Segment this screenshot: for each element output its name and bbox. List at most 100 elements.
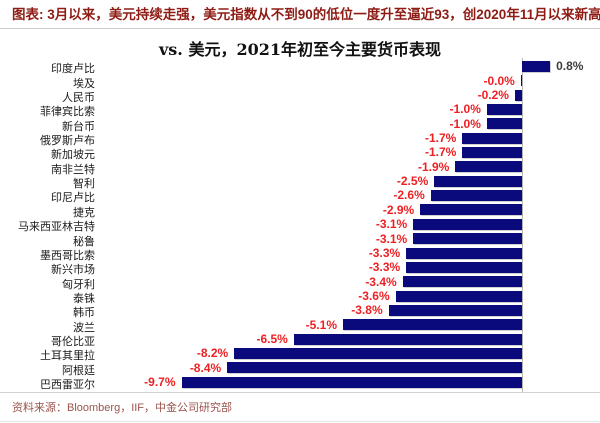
category-label: 人民币 bbox=[62, 90, 95, 104]
bar-row: 阿根廷 -8.4% bbox=[0, 360, 600, 377]
category-label: 新兴市场 bbox=[51, 263, 95, 277]
category-label: 马来西亚林吉特 bbox=[18, 220, 95, 234]
value-label: -1.0% bbox=[449, 116, 481, 131]
category-label: 波兰 bbox=[73, 320, 95, 334]
category-label: 土耳其里拉 bbox=[40, 349, 95, 363]
bar-row: 新台币 -1.0% bbox=[0, 116, 600, 133]
bar bbox=[486, 103, 522, 115]
bar bbox=[227, 362, 522, 374]
category-label: 菲律宾比索 bbox=[40, 105, 95, 119]
bar bbox=[413, 233, 522, 245]
value-label: -6.5% bbox=[256, 332, 288, 347]
value-label: -1.0% bbox=[449, 102, 481, 117]
header-divider bbox=[0, 28, 600, 29]
category-label: 匈牙利 bbox=[62, 277, 95, 291]
value-label: -2.9% bbox=[382, 202, 415, 217]
bar-row: 匈牙利 -3.4% bbox=[0, 274, 600, 291]
footer-divider bbox=[0, 392, 600, 393]
bar-row: 波兰 -5.1% bbox=[0, 317, 600, 334]
value-label: -3.1% bbox=[375, 231, 408, 246]
value-label: 0.8% bbox=[556, 59, 584, 74]
value-label: -9.7% bbox=[144, 375, 176, 390]
bar-row: 秘鲁 -3.1% bbox=[0, 231, 600, 248]
category-label: 秘鲁 bbox=[73, 234, 95, 248]
category-label: 印尼卢比 bbox=[51, 191, 95, 205]
zero-axis-line bbox=[522, 58, 523, 393]
bar-row: 马来西亚林吉特 -3.1% bbox=[0, 217, 600, 234]
bar bbox=[486, 118, 522, 130]
bar bbox=[388, 304, 522, 316]
bar-row: 埃及 -0.0% bbox=[0, 74, 600, 90]
value-label: -2.6% bbox=[393, 188, 425, 203]
category-label: 韩币 bbox=[73, 306, 95, 320]
value-label: -3.3% bbox=[368, 245, 401, 260]
bar bbox=[406, 247, 522, 259]
bar bbox=[406, 261, 522, 273]
bar-row: 韩币 -3.8% bbox=[0, 303, 600, 320]
bar bbox=[413, 218, 522, 230]
category-label: 阿根廷 bbox=[62, 363, 95, 377]
value-label: -1.7% bbox=[424, 145, 457, 160]
bar-row: 捷克 -2.9% bbox=[0, 202, 600, 219]
bar bbox=[342, 319, 522, 331]
category-label: 印度卢比 bbox=[51, 62, 95, 76]
bar bbox=[234, 348, 522, 360]
source-note: 资料来源：Bloomberg，IIF，中金公司研究部 bbox=[12, 402, 233, 414]
bar bbox=[430, 190, 522, 202]
category-label: 南非兰特 bbox=[51, 162, 95, 176]
bar-row: 新加坡元 -1.7% bbox=[0, 145, 600, 162]
value-label: -3.1% bbox=[375, 217, 408, 232]
bar bbox=[522, 60, 551, 72]
bar-row: 俄罗斯卢布 -1.7% bbox=[0, 131, 600, 147]
category-label: 新台币 bbox=[62, 119, 95, 133]
value-label: -3.6% bbox=[358, 288, 390, 303]
bar bbox=[402, 276, 522, 288]
bar-row: 印尼卢比 -2.6% bbox=[0, 188, 600, 205]
category-label: 俄罗斯卢布 bbox=[40, 134, 95, 147]
bar-row: 南非兰特 -1.9% bbox=[0, 159, 600, 176]
bar bbox=[462, 147, 522, 159]
value-label: -8.2% bbox=[196, 346, 229, 361]
category-label: 泰铢 bbox=[73, 291, 95, 305]
bar-row: 巴西雷亚尔 -9.7% bbox=[0, 375, 600, 392]
bar-row: 人民币 -0.2% bbox=[0, 87, 600, 104]
bottom-divider bbox=[0, 421, 600, 422]
value-label: -0.2% bbox=[477, 87, 509, 102]
bar bbox=[293, 333, 522, 345]
bar bbox=[434, 175, 522, 187]
value-label: -5.1% bbox=[305, 317, 337, 332]
value-label: -3.8% bbox=[351, 303, 383, 318]
category-label: 哥伦比亚 bbox=[51, 335, 95, 349]
bar bbox=[520, 75, 522, 87]
bar-row: 哥伦比亚 -6.5% bbox=[0, 332, 600, 349]
figure-caption: 图表: 3月以来，美元持续走强，美元指数从不到90的低位一度升至逼近93，创20… bbox=[12, 7, 600, 22]
value-label: -1.9% bbox=[417, 159, 450, 174]
value-label: -3.3% bbox=[368, 260, 401, 275]
bar bbox=[395, 290, 522, 302]
category-label: 捷克 bbox=[73, 205, 95, 219]
bar-row: 墨西哥比索 -3.3% bbox=[0, 245, 600, 262]
bar bbox=[181, 376, 522, 388]
category-label: 墨西哥比索 bbox=[40, 248, 95, 262]
bar-row: 菲律宾比索 -1.0% bbox=[0, 102, 600, 119]
bar-row: 印度卢比 0.8% bbox=[0, 59, 600, 76]
category-label: 智利 bbox=[73, 177, 95, 191]
bar-row: 泰铢 -3.6% bbox=[0, 288, 600, 305]
value-label: -3.4% bbox=[365, 274, 397, 289]
value-label: -8.4% bbox=[189, 360, 222, 375]
bar bbox=[455, 161, 522, 173]
bar-row: 土耳其里拉 -8.2% bbox=[0, 346, 600, 363]
category-label: 巴西雷亚尔 bbox=[40, 378, 95, 392]
bar bbox=[420, 204, 522, 216]
value-label: -2.5% bbox=[396, 174, 429, 189]
bar-row: 智利 -2.5% bbox=[0, 174, 600, 191]
bar bbox=[514, 89, 522, 101]
category-label: 埃及 bbox=[73, 76, 95, 90]
category-label: 新加坡元 bbox=[51, 148, 95, 162]
chart-title: vs. 美元，2021年初至今主要货币表现 bbox=[159, 40, 441, 59]
bar-row: 新兴市场 -3.3% bbox=[0, 260, 600, 277]
value-label: -1.7% bbox=[424, 131, 457, 145]
bar bbox=[462, 132, 522, 144]
